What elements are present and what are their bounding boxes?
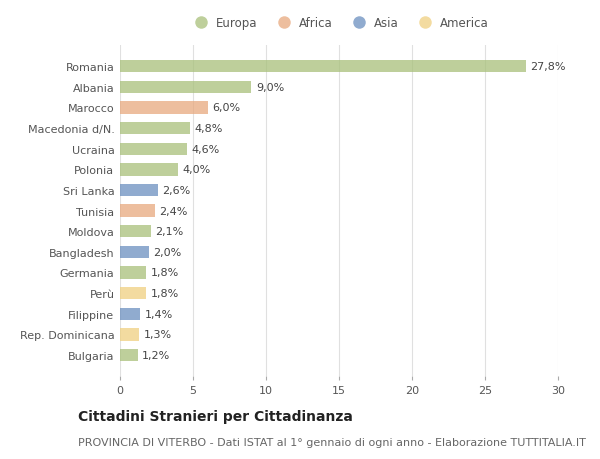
Text: 4,8%: 4,8% [194, 124, 223, 134]
Text: 2,6%: 2,6% [163, 185, 191, 196]
Text: 1,8%: 1,8% [151, 288, 179, 298]
Text: 6,0%: 6,0% [212, 103, 240, 113]
Bar [120, 308, 140, 320]
Bar [120, 123, 190, 135]
Text: 1,3%: 1,3% [143, 330, 172, 340]
Text: 9,0%: 9,0% [256, 83, 284, 93]
Bar [120, 102, 208, 114]
Text: 1,8%: 1,8% [151, 268, 179, 278]
Bar [120, 205, 155, 217]
Bar [120, 61, 526, 73]
Bar [120, 246, 149, 258]
Text: 2,0%: 2,0% [154, 247, 182, 257]
Text: 27,8%: 27,8% [530, 62, 566, 72]
Text: 2,1%: 2,1% [155, 227, 183, 237]
Bar [120, 349, 137, 361]
Bar [120, 185, 158, 197]
Bar [120, 143, 187, 156]
Text: 2,4%: 2,4% [160, 206, 188, 216]
Text: 1,4%: 1,4% [145, 309, 173, 319]
Bar [120, 329, 139, 341]
Text: 4,0%: 4,0% [183, 165, 211, 175]
Bar [120, 287, 146, 300]
Bar [120, 82, 251, 94]
Text: Cittadini Stranieri per Cittadinanza: Cittadini Stranieri per Cittadinanza [78, 409, 353, 423]
Text: PROVINCIA DI VITERBO - Dati ISTAT al 1° gennaio di ogni anno - Elaborazione TUTT: PROVINCIA DI VITERBO - Dati ISTAT al 1° … [78, 437, 586, 447]
Bar [120, 164, 178, 176]
Text: 1,2%: 1,2% [142, 350, 170, 360]
Text: 4,6%: 4,6% [191, 145, 220, 154]
Legend: Europa, Africa, Asia, America: Europa, Africa, Asia, America [184, 12, 494, 34]
Bar [120, 267, 146, 279]
Bar [120, 225, 151, 238]
